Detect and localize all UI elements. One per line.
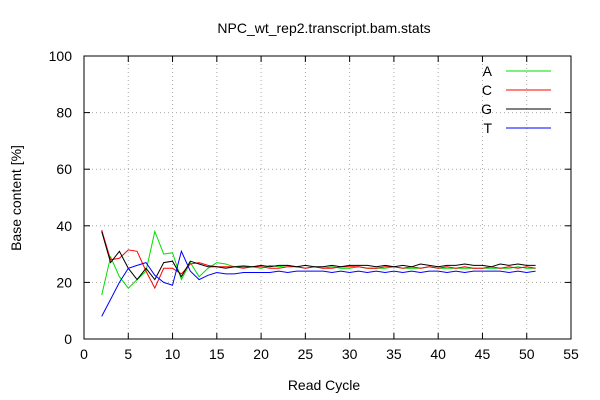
x-tick-label: 0 — [80, 346, 88, 362]
series-layer — [101, 229, 536, 317]
grid — [84, 56, 571, 339]
x-tick-label: 20 — [253, 346, 269, 362]
y-tick-label: 80 — [56, 105, 72, 121]
series-g-line — [101, 231, 536, 281]
x-tick-label: 15 — [209, 346, 225, 362]
x-tick-label: 45 — [475, 346, 491, 362]
x-axis-label: Read Cycle — [288, 377, 361, 393]
axis-ticks: 0 5 10 15 20 25 30 35 40 45 50 55 0 20 40 60 80 100 — [49, 48, 579, 362]
x-tick-label: 50 — [519, 346, 535, 362]
y-tick-label: 0 — [64, 331, 72, 347]
y-tick-label: 100 — [49, 48, 73, 64]
x-tick-label: 40 — [430, 346, 446, 362]
series-c-line — [101, 229, 536, 290]
y-tick-label: 40 — [56, 218, 72, 234]
x-tick-label: 30 — [342, 346, 358, 362]
series-a-line — [101, 229, 536, 296]
series-t-line — [101, 249, 536, 317]
plot-frame — [83, 55, 572, 340]
y-axis-label: Base content [%] — [8, 145, 24, 251]
legend-label-c: C — [482, 82, 492, 98]
x-tick-label: 35 — [386, 346, 402, 362]
legend-label-g: G — [481, 101, 492, 117]
x-tick-label: 25 — [298, 346, 314, 362]
x-tick-label: 10 — [165, 346, 181, 362]
legend-label-t: T — [483, 120, 492, 136]
y-tick-label: 20 — [56, 274, 72, 290]
legend-label-a: A — [483, 63, 493, 79]
x-tick-label: 5 — [124, 346, 132, 362]
y-tick-label: 60 — [56, 161, 72, 177]
chart-title: NPC_wt_rep2.transcript.bam.stats — [217, 20, 430, 36]
x-tick-label: 55 — [563, 346, 579, 362]
